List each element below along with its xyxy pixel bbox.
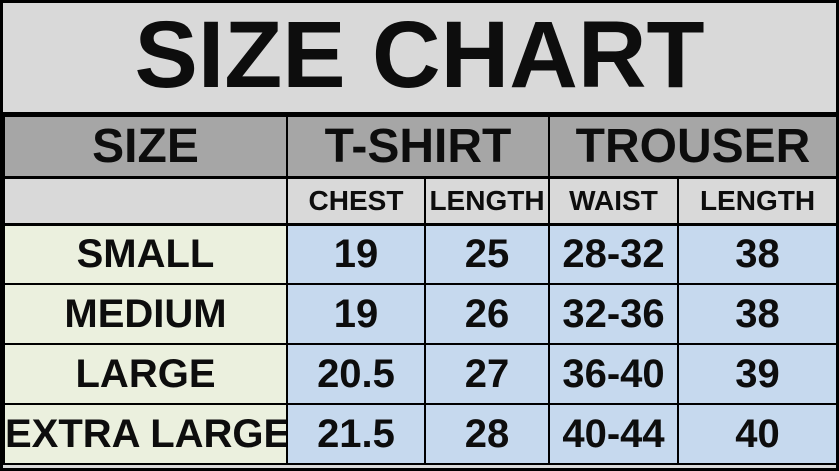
- cell-chest: 19: [286, 223, 426, 285]
- subheader-trouser-waist: WAIST: [548, 176, 679, 226]
- cell-trouser-length: 38: [677, 283, 836, 345]
- subheader-tshirt-chest: CHEST: [286, 176, 426, 226]
- table-row-large: LARGE 20.5 27 36-40 39: [3, 343, 836, 405]
- column-header-tshirt: T-SHIRT: [286, 115, 550, 179]
- subheader-blank: [3, 176, 288, 226]
- page-title: SIZE CHART: [134, 2, 705, 108]
- group-header-row: SIZE T-SHIRT TROUSER: [3, 115, 836, 179]
- row-header-size: EXTRA LARGE: [3, 403, 288, 465]
- cell-tshirt-length: 27: [424, 343, 550, 405]
- table-row-medium: MEDIUM 19 26 32-36 38: [3, 283, 836, 345]
- cell-trouser-length: 39: [677, 343, 836, 405]
- cell-waist: 40-44: [548, 403, 679, 465]
- column-header-trouser: TROUSER: [548, 115, 836, 179]
- title-bar: SIZE CHART: [3, 3, 836, 115]
- subheader-trouser-length: LENGTH: [677, 176, 836, 226]
- table-row-small: SMALL 19 25 28-32 38: [3, 223, 836, 285]
- cell-chest: 19: [286, 283, 426, 345]
- cell-trouser-length: 40: [677, 403, 836, 465]
- row-header-size: SMALL: [3, 223, 288, 285]
- size-chart-table: SIZE T-SHIRT TROUSER CHEST LENGTH WAIST …: [3, 115, 836, 465]
- subheader-tshirt-length: LENGTH: [424, 176, 550, 226]
- sub-header-row: CHEST LENGTH WAIST LENGTH: [3, 176, 836, 226]
- cell-tshirt-length: 28: [424, 403, 550, 465]
- cell-chest: 20.5: [286, 343, 426, 405]
- cell-waist: 28-32: [548, 223, 679, 285]
- table-row-extra-large: EXTRA LARGE 21.5 28 40-44 40: [3, 403, 836, 465]
- cell-tshirt-length: 26: [424, 283, 550, 345]
- cell-waist: 36-40: [548, 343, 679, 405]
- row-header-size: MEDIUM: [3, 283, 288, 345]
- cell-chest: 21.5: [286, 403, 426, 465]
- column-header-size: SIZE: [3, 115, 288, 179]
- cell-tshirt-length: 25: [424, 223, 550, 285]
- row-header-size: LARGE: [3, 343, 288, 405]
- cell-trouser-length: 38: [677, 223, 836, 285]
- cell-waist: 32-36: [548, 283, 679, 345]
